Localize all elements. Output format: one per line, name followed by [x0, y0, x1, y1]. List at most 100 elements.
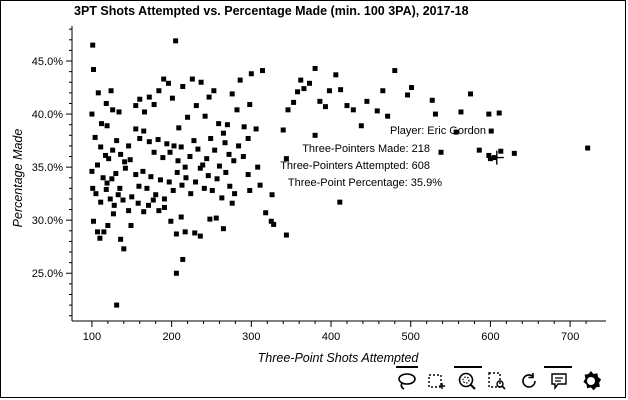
- data-point[interactable]: [237, 77, 243, 83]
- data-point[interactable]: [101, 229, 107, 235]
- data-point[interactable]: [255, 164, 261, 170]
- data-point[interactable]: [179, 182, 185, 188]
- data-point[interactable]: [160, 155, 166, 161]
- data-point[interactable]: [89, 168, 95, 174]
- data-point[interactable]: [187, 154, 193, 160]
- data-point[interactable]: [202, 113, 208, 119]
- data-point[interactable]: [245, 172, 251, 178]
- data-point[interactable]: [285, 107, 291, 113]
- data-point[interactable]: [206, 94, 212, 100]
- data-points[interactable]: [89, 38, 591, 308]
- data-point[interactable]: [126, 208, 132, 214]
- data-point[interactable]: [142, 109, 148, 115]
- data-point[interactable]: [197, 233, 203, 239]
- data-point[interactable]: [211, 88, 217, 94]
- data-point[interactable]: [338, 87, 344, 93]
- data-point[interactable]: [140, 168, 146, 174]
- data-point[interactable]: [216, 163, 222, 169]
- data-point[interactable]: [150, 197, 156, 203]
- data-point[interactable]: [374, 108, 380, 114]
- data-point[interactable]: [168, 218, 174, 224]
- data-point[interactable]: [98, 144, 104, 150]
- data-point[interactable]: [240, 154, 246, 160]
- data-point[interactable]: [120, 197, 126, 203]
- data-point[interactable]: [188, 191, 194, 197]
- data-point[interactable]: [301, 86, 307, 92]
- data-point[interactable]: [127, 157, 133, 163]
- data-point[interactable]: [263, 210, 269, 216]
- data-point[interactable]: [191, 138, 197, 144]
- data-point[interactable]: [247, 187, 253, 193]
- data-point[interactable]: [136, 183, 142, 189]
- data-point[interactable]: [392, 68, 398, 74]
- data-point[interactable]: [209, 187, 215, 193]
- data-point[interactable]: [95, 162, 101, 168]
- data-point[interactable]: [487, 156, 493, 162]
- data-point[interactable]: [486, 152, 492, 158]
- data-point[interactable]: [103, 100, 109, 106]
- data-point[interactable]: [122, 159, 128, 165]
- data-point[interactable]: [333, 72, 339, 78]
- data-point[interactable]: [170, 187, 176, 193]
- data-point[interactable]: [110, 211, 116, 217]
- data-point[interactable]: [164, 141, 170, 147]
- bokeh-logo-icon[interactable]: [580, 370, 602, 392]
- data-point[interactable]: [298, 77, 304, 83]
- data-point[interactable]: [111, 202, 117, 208]
- data-point[interactable]: [231, 158, 237, 164]
- data-point[interactable]: [222, 140, 228, 146]
- data-point[interactable]: [100, 175, 106, 181]
- data-point[interactable]: [259, 68, 265, 74]
- data-point[interactable]: [182, 229, 188, 235]
- data-point[interactable]: [429, 97, 435, 103]
- data-point[interactable]: [269, 192, 275, 198]
- data-point[interactable]: [137, 96, 143, 102]
- data-point[interactable]: [283, 232, 289, 238]
- data-point[interactable]: [326, 88, 332, 94]
- data-point[interactable]: [283, 156, 289, 162]
- data-point[interactable]: [322, 104, 328, 110]
- data-point[interactable]: [458, 109, 464, 115]
- data-point[interactable]: [213, 215, 219, 221]
- lasso-select-tool-icon[interactable]: [396, 370, 418, 392]
- data-point[interactable]: [227, 183, 233, 189]
- data-point[interactable]: [216, 121, 222, 127]
- data-point[interactable]: [226, 151, 232, 157]
- data-point[interactable]: [197, 165, 203, 171]
- data-point[interactable]: [212, 147, 218, 153]
- data-point[interactable]: [178, 214, 184, 220]
- data-point[interactable]: [89, 111, 95, 117]
- data-point[interactable]: [146, 139, 152, 145]
- data-point[interactable]: [118, 236, 124, 242]
- data-point[interactable]: [193, 103, 199, 109]
- data-point[interactable]: [135, 200, 141, 206]
- data-point[interactable]: [173, 38, 179, 44]
- data-point[interactable]: [257, 182, 263, 188]
- data-point[interactable]: [103, 186, 109, 192]
- data-point[interactable]: [232, 191, 238, 197]
- data-point[interactable]: [95, 90, 101, 96]
- data-point[interactable]: [110, 147, 116, 153]
- data-point[interactable]: [146, 94, 152, 100]
- data-point[interactable]: [358, 123, 364, 129]
- data-point[interactable]: [91, 218, 97, 224]
- data-point[interactable]: [117, 185, 123, 191]
- data-point[interactable]: [167, 149, 173, 155]
- data-point[interactable]: [208, 135, 214, 141]
- data-point[interactable]: [114, 138, 120, 144]
- data-point[interactable]: [173, 270, 179, 276]
- data-point[interactable]: [214, 176, 220, 182]
- data-point[interactable]: [129, 194, 135, 200]
- data-point[interactable]: [344, 103, 350, 109]
- data-point[interactable]: [115, 192, 121, 198]
- data-point[interactable]: [380, 88, 386, 94]
- data-point[interactable]: [102, 152, 108, 158]
- data-point[interactable]: [155, 137, 161, 143]
- data-point[interactable]: [195, 146, 201, 152]
- data-point[interactable]: [224, 122, 230, 128]
- data-point[interactable]: [219, 195, 225, 201]
- data-point[interactable]: [205, 173, 211, 179]
- data-point[interactable]: [486, 111, 492, 117]
- data-point[interactable]: [141, 209, 147, 215]
